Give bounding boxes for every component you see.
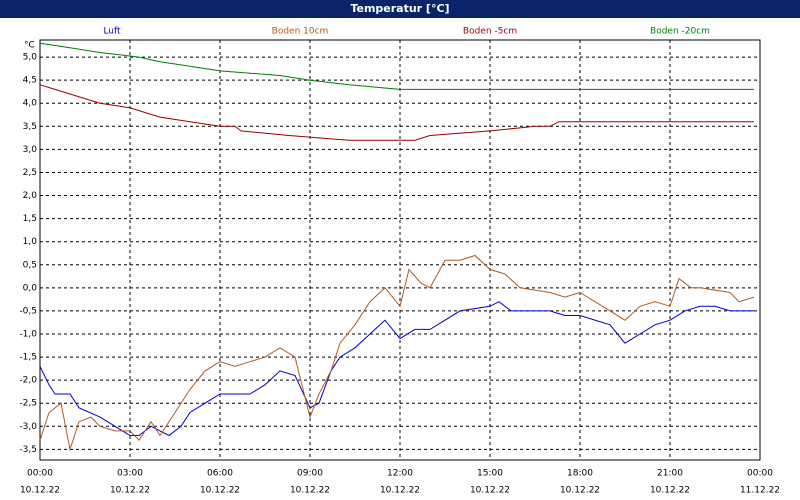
x-tick-date: 10.12.22 (200, 486, 240, 496)
title-bar (0, 0, 800, 18)
series-line (39, 301, 754, 437)
y-tick-label: -2,5 (19, 399, 37, 409)
x-tick-label: 15:00 (477, 469, 503, 479)
y-tick-label: 1,0 (23, 237, 38, 247)
x-tick-label: 09:00 (297, 469, 323, 479)
legend-entry: Boden -20cm (650, 27, 710, 37)
x-tick-date: 10.12.22 (290, 486, 330, 496)
y-tick-label: 3,5 (23, 122, 37, 132)
x-tick-label: 12:00 (387, 469, 413, 479)
y-tick-label: 4,0 (23, 99, 38, 109)
x-tick-date: 10.12.22 (110, 486, 150, 496)
y-tick-label: 4,5 (23, 76, 37, 86)
y-unit: °C (24, 41, 35, 51)
chart-title: Temperatur [°C] (350, 2, 449, 15)
x-tick-label: 21:00 (657, 469, 683, 479)
x-tick-date: 10.12.22 (470, 486, 510, 496)
legend-entry: Luft (103, 27, 121, 37)
y-tick-label: -3,5 (19, 445, 37, 455)
legend-entry: Boden 10cm (272, 27, 329, 37)
x-tick-label: 00:00 (747, 469, 773, 479)
x-tick-date: 10.12.22 (20, 486, 60, 496)
y-tick-label: -0,5 (19, 306, 37, 316)
series-line (39, 42, 754, 90)
y-tick-label: 5,0 (23, 53, 38, 63)
y-tick-label: 0,5 (23, 260, 37, 270)
y-tick-label: -1,5 (19, 353, 37, 363)
x-tick-date: 11.12.22 (740, 486, 780, 496)
series-line (39, 84, 754, 141)
x-tick-label: 18:00 (567, 469, 593, 479)
y-tick-label: 2,0 (23, 191, 38, 201)
y-tick-label: -1,0 (19, 330, 37, 340)
x-tick-label: 06:00 (207, 469, 233, 479)
series-line (39, 254, 755, 452)
y-tick-label: -2,0 (19, 376, 37, 386)
x-tick-label: 03:00 (117, 469, 143, 479)
x-tick-date: 10.12.22 (650, 486, 690, 496)
y-tick-label: 3,0 (23, 145, 38, 155)
x-tick-date: 10.12.22 (380, 486, 420, 496)
y-tick-label: -3,0 (19, 422, 37, 432)
x-tick-label: 00:00 (27, 469, 53, 479)
legend-entry: Boden -5cm (463, 27, 517, 37)
y-tick-label: 0,0 (23, 283, 38, 293)
y-tick-label: 2,5 (23, 168, 37, 178)
y-tick-label: 1,5 (23, 214, 37, 224)
x-tick-date: 10.12.22 (560, 486, 600, 496)
